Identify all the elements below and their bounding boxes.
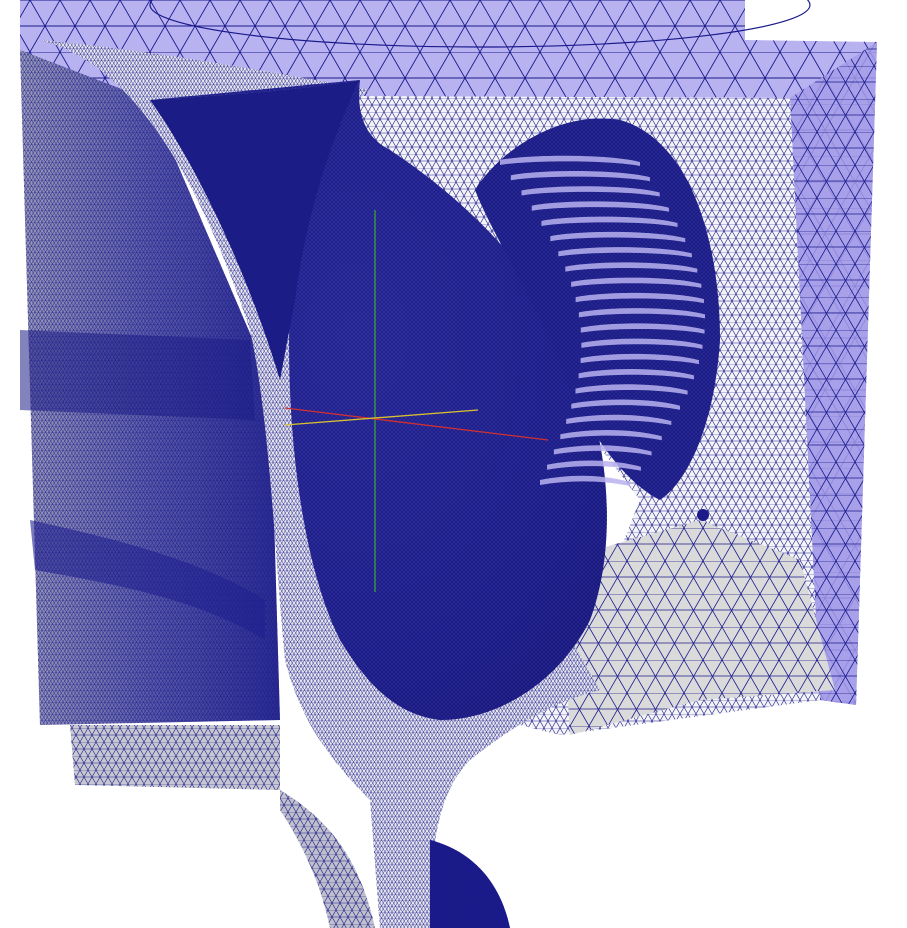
coil-winding xyxy=(581,338,703,349)
coordinate-axes xyxy=(284,210,549,592)
coil-winding xyxy=(578,308,706,319)
coil-winding xyxy=(578,369,694,380)
coil-winding xyxy=(500,155,640,166)
coil-winding xyxy=(580,323,705,334)
axis-z-line xyxy=(284,409,479,426)
coil-winding xyxy=(531,201,669,212)
coil-windings xyxy=(500,155,706,486)
coil-winding xyxy=(510,170,650,182)
coil-winding xyxy=(575,292,704,304)
left-cylinder-body xyxy=(20,50,280,790)
coil-end-node xyxy=(697,509,709,521)
axis-x-line xyxy=(284,407,549,441)
coil-winding xyxy=(558,247,692,258)
coil-winding xyxy=(540,475,630,486)
coil-winding xyxy=(560,430,662,441)
coil-winding xyxy=(571,399,680,410)
coil-winding xyxy=(565,262,698,273)
lower-base-surface xyxy=(280,790,510,928)
coil-winding xyxy=(521,186,660,197)
coil-stack xyxy=(475,118,720,521)
plasma-chamber xyxy=(150,80,607,720)
coil-winding xyxy=(541,216,678,227)
coil-winding xyxy=(547,460,641,471)
coil-winding xyxy=(566,414,672,426)
coil-winding xyxy=(580,353,699,365)
coil-winding xyxy=(575,384,688,395)
coil-winding xyxy=(571,277,702,288)
coil-winding xyxy=(553,445,652,456)
coil-winding xyxy=(550,231,686,243)
